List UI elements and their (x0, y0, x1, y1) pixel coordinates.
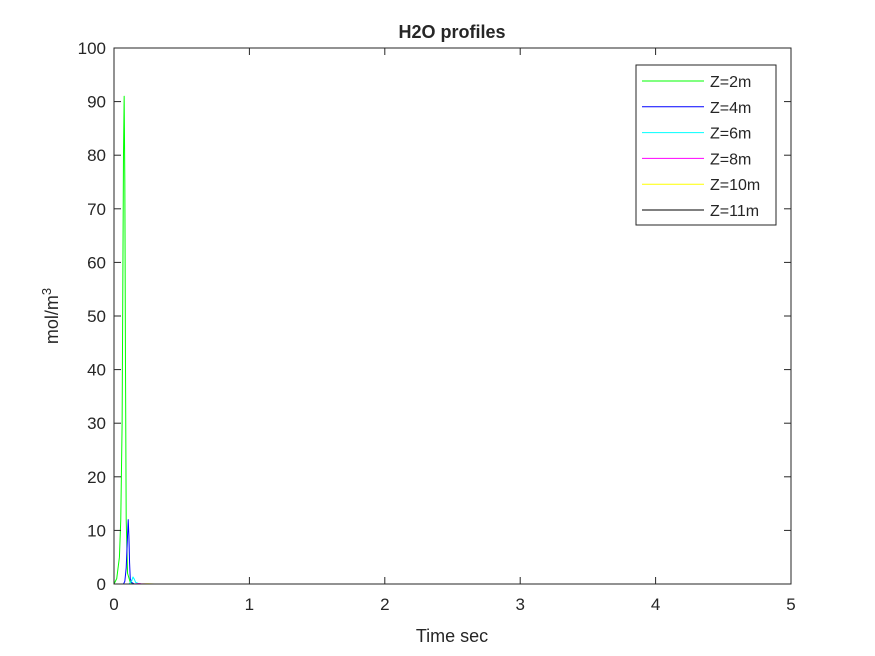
y-tick-label: 100 (78, 39, 106, 58)
y-axis-label-superscript: 3 (39, 288, 54, 295)
x-tick-label: 2 (380, 595, 389, 614)
y-tick-label: 40 (87, 361, 106, 380)
y-tick-label: 10 (87, 521, 106, 540)
y-tick-label: 60 (87, 253, 106, 272)
y-tick-label: 80 (87, 146, 106, 165)
y-tick-label: 70 (87, 200, 106, 219)
legend-label: Z=10m (710, 177, 760, 194)
x-tick-label: 1 (245, 595, 254, 614)
legend-label: Z=4m (710, 100, 751, 117)
x-axis: 0 1 2 3 4 5 (109, 48, 796, 614)
legend-label: Z=8m (710, 151, 751, 168)
y-tick-label: 30 (87, 414, 106, 433)
y-axis: 0 10 20 30 40 50 60 70 80 90 100 (78, 39, 791, 594)
y-axis-label-base: mol/m (42, 295, 62, 344)
y-tick-label: 20 (87, 468, 106, 487)
legend: Z=2m Z=4m Z=6m Z=8m Z=10m Z=11m (635, 64, 777, 226)
x-tick-label: 5 (786, 595, 795, 614)
x-axis-label: Time sec (416, 626, 488, 646)
legend-label: Z=2m (710, 74, 751, 91)
x-tick-label: 0 (109, 595, 118, 614)
x-tick-label: 4 (651, 595, 660, 614)
legend-box (635, 64, 777, 226)
legend-label: Z=11m (710, 203, 759, 220)
x-tick-label: 3 (515, 595, 524, 614)
y-tick-label: 50 (87, 307, 106, 326)
y-tick-label: 90 (87, 93, 106, 112)
legend-label: Z=6m (710, 126, 751, 143)
chart-title: H2O profiles (398, 22, 505, 42)
y-tick-label: 0 (97, 575, 106, 594)
y-axis-label: mol/m3 (39, 288, 62, 344)
